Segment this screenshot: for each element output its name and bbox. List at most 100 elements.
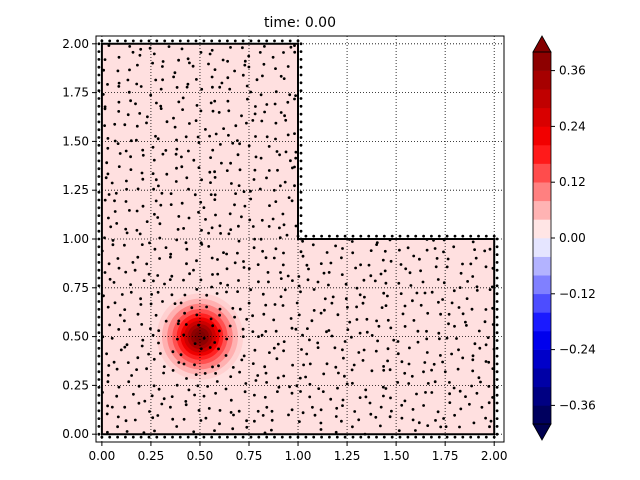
mesh-point (375, 234, 378, 238)
mesh-point (260, 218, 264, 222)
mesh-point (495, 354, 499, 358)
y-tick-label: 0.00 (62, 427, 89, 441)
mesh-point (271, 55, 275, 59)
mesh-point (116, 69, 120, 73)
mesh-point (351, 435, 355, 439)
mesh-point (194, 119, 198, 122)
mesh-point (492, 234, 496, 238)
mesh-point (117, 81, 121, 85)
mesh-point (134, 102, 137, 106)
mesh-point (197, 323, 201, 327)
mesh-point (97, 346, 101, 350)
mesh-point (432, 362, 436, 366)
mesh-point (136, 356, 140, 360)
mesh-point (294, 150, 298, 154)
mesh-point (287, 196, 291, 200)
mesh-point (273, 435, 276, 439)
mesh-point (109, 225, 113, 229)
mesh-point (209, 181, 212, 185)
mesh-point (272, 346, 276, 350)
mesh-point (97, 323, 101, 327)
mesh-point (176, 337, 179, 341)
mesh-point (254, 105, 257, 108)
colorbar-segment (533, 368, 551, 388)
mesh-point (233, 315, 237, 319)
mesh-point (350, 335, 353, 339)
mesh-point (261, 74, 264, 78)
mesh-point (261, 249, 264, 253)
mesh-point (171, 435, 174, 439)
mesh-point (263, 395, 267, 399)
mesh-point (290, 326, 294, 330)
mesh-point (430, 435, 433, 439)
mesh-point (386, 294, 389, 298)
mesh-point (263, 365, 267, 369)
mesh-point (488, 288, 492, 291)
mesh-point (392, 338, 396, 342)
mesh-point (304, 234, 308, 238)
mesh-point (319, 421, 323, 425)
mesh-point (260, 119, 264, 123)
mesh-point (194, 373, 198, 376)
mesh-point (272, 318, 276, 322)
mesh-point (475, 289, 479, 292)
mesh-point (200, 87, 204, 91)
mesh-point (453, 413, 456, 417)
mesh-point (184, 400, 188, 403)
mesh-point (377, 324, 381, 328)
mesh-point (225, 169, 229, 173)
mesh-point (274, 137, 277, 141)
mesh-point (388, 415, 392, 419)
mesh-point (301, 239, 304, 243)
mesh-point (259, 156, 263, 160)
mesh-point (439, 425, 443, 429)
mesh-point (282, 223, 286, 227)
mesh-point (334, 365, 338, 369)
mesh-point (478, 346, 482, 350)
mesh-point (211, 365, 214, 369)
mesh-point (97, 222, 101, 225)
mesh-point (433, 247, 437, 250)
mesh-point (237, 184, 241, 188)
mesh-point (200, 228, 203, 232)
mesh-point (486, 336, 490, 339)
mesh-point (350, 368, 354, 372)
mesh-point (358, 396, 362, 399)
mesh-point (113, 139, 117, 143)
mesh-point (299, 58, 303, 61)
mesh-point (117, 85, 121, 88)
mesh-point (336, 386, 339, 390)
mesh-point (279, 184, 282, 188)
mesh-point (145, 220, 149, 224)
mesh-point (157, 341, 160, 345)
mesh-point (224, 354, 228, 357)
mesh-point (267, 280, 270, 284)
mesh-point (457, 348, 460, 352)
x-tick-label: 2.00 (481, 449, 508, 463)
mesh-point (389, 259, 393, 263)
mesh-point (396, 381, 400, 384)
mesh-point (276, 390, 279, 393)
mesh-point (222, 127, 226, 130)
mesh-point (179, 301, 183, 305)
mesh-point (150, 293, 154, 296)
mesh-point (354, 266, 357, 270)
mesh-point (398, 234, 402, 238)
mesh-point (416, 340, 420, 344)
mesh-point (426, 382, 430, 385)
mesh-point (107, 193, 111, 196)
mesh-point (182, 362, 186, 366)
mesh-point (369, 274, 373, 278)
mesh-point (294, 327, 298, 331)
mesh-point (304, 375, 307, 379)
mesh-point (209, 317, 213, 321)
mesh-point (125, 343, 129, 347)
mesh-point (97, 159, 101, 163)
mesh-point (488, 247, 492, 251)
mesh-point (408, 271, 412, 275)
mesh-point (117, 266, 121, 270)
y-tick-label: 1.25 (62, 183, 89, 197)
mesh-point (174, 152, 178, 156)
mesh-point (297, 313, 301, 317)
colorbar-tick-label: −0.36 (559, 398, 596, 412)
